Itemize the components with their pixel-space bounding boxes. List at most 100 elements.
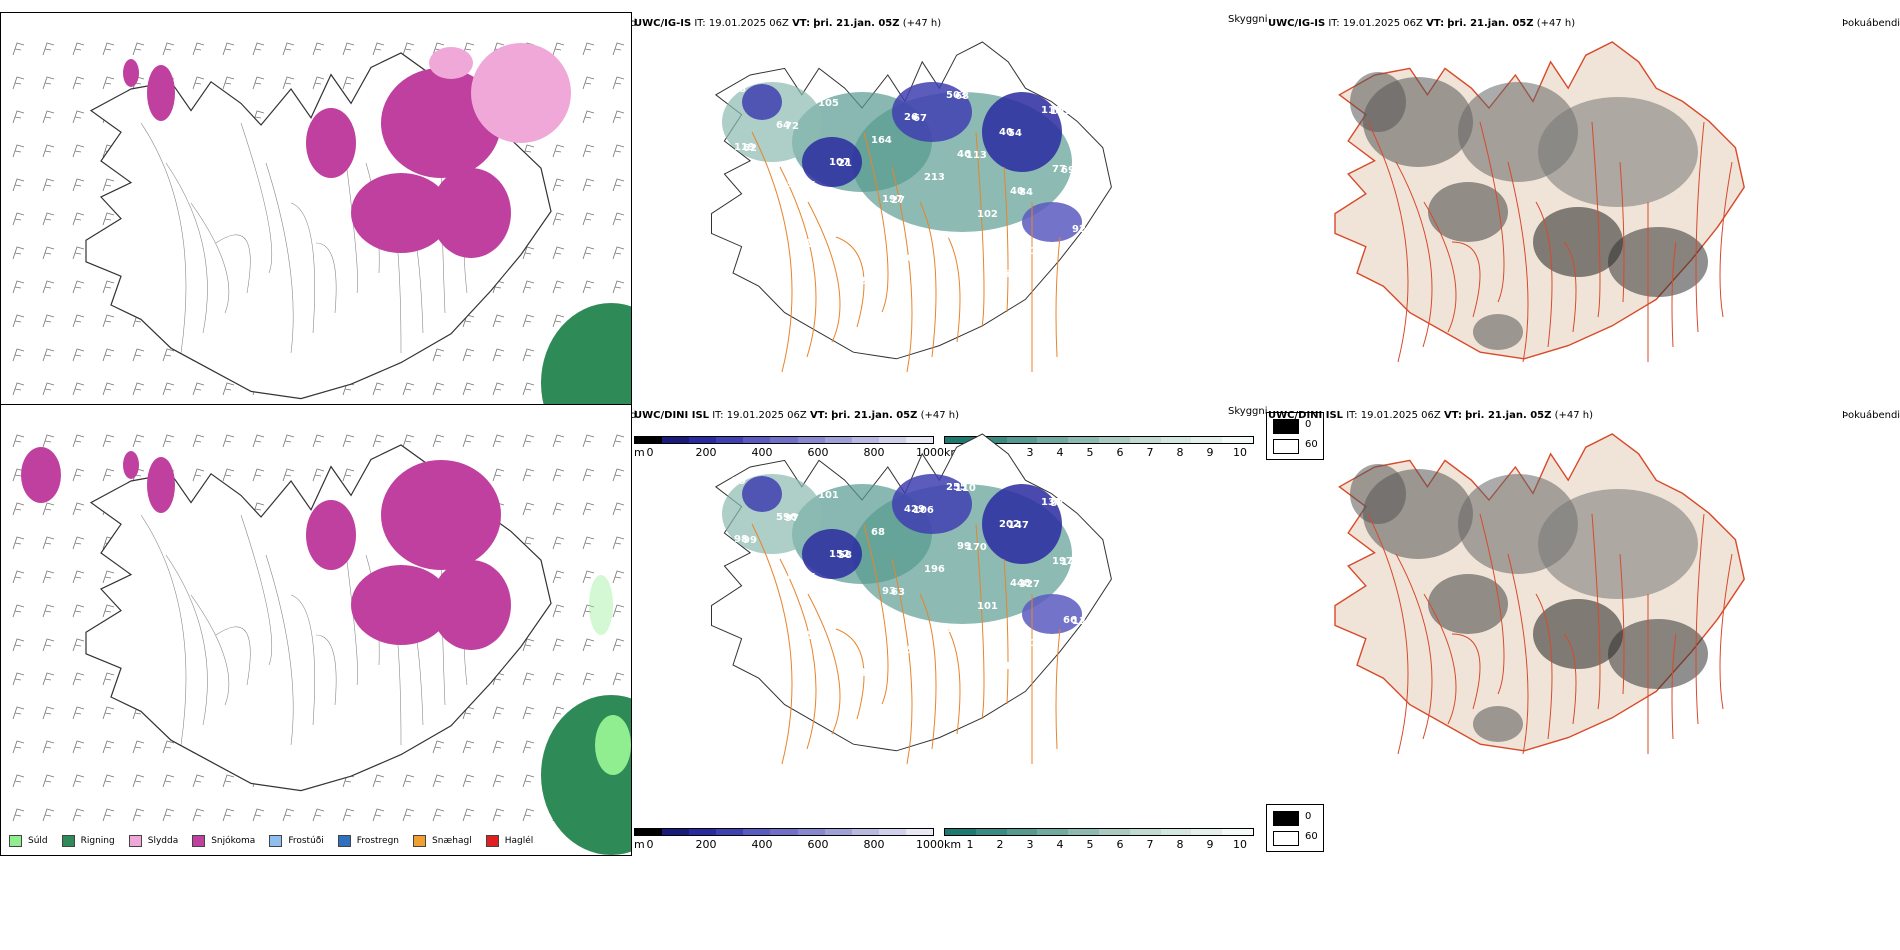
visibility-colorbar xyxy=(944,436,1254,444)
wind-barb-icon xyxy=(42,76,55,90)
ceiling-unit: m xyxy=(634,446,645,459)
wind-barb-icon xyxy=(582,42,595,56)
road-line xyxy=(891,558,913,765)
wind-barb-icon xyxy=(552,434,565,448)
road-line xyxy=(1719,553,1733,710)
ceiling-value-label: 68 xyxy=(871,527,885,538)
road-line xyxy=(215,234,251,294)
wind-barb-icon xyxy=(132,774,145,788)
road-line xyxy=(290,594,315,726)
legend-swatch xyxy=(337,835,351,847)
road-line xyxy=(265,162,294,354)
wind-barb-icon xyxy=(612,42,625,56)
wind-barb-icon xyxy=(102,178,115,192)
wind-barb-icon xyxy=(312,434,325,448)
wind-barb-icon xyxy=(42,144,55,158)
road-line xyxy=(265,554,294,746)
wind-barb-icon xyxy=(12,76,25,90)
ceiling-value-label: 21 xyxy=(745,201,759,212)
wind-barb-icon xyxy=(12,604,25,618)
it-value: 19.01.2025 06Z xyxy=(1342,18,1423,29)
wind-barb-icon xyxy=(552,672,565,686)
wind-barb-icon xyxy=(522,706,535,720)
wind-barb-icon xyxy=(552,212,565,226)
wind-barb-icon xyxy=(582,212,595,226)
road-line xyxy=(190,202,230,314)
wind-barb-icon xyxy=(72,42,85,56)
fog-legend: 0 60 xyxy=(1266,412,1324,460)
wind-barb-icon xyxy=(192,76,205,90)
ceiling-value-label: 54 xyxy=(1008,128,1022,139)
ceiling-tick-label: 0 xyxy=(646,446,654,459)
ceiling-value-label: 67 xyxy=(913,113,927,124)
wind-barb-icon xyxy=(42,740,55,754)
wind-barb-icon xyxy=(282,468,295,482)
wind-barb-icon xyxy=(42,382,55,396)
wind-barb-icon xyxy=(432,434,445,448)
snow-area xyxy=(123,59,139,87)
precip-type-panel: UWC/DINI ISL IT: 19.01.2025 06Z VT: þri.… xyxy=(0,404,637,856)
ceiling-value-label: 149 xyxy=(1061,557,1082,568)
it-label: IT: xyxy=(1328,18,1340,29)
wind-barb-icon xyxy=(12,434,25,448)
snow-area xyxy=(306,500,356,570)
wind-barb-icon xyxy=(72,246,85,260)
wind-barb-icon xyxy=(612,536,625,550)
low-ceiling-area xyxy=(802,529,862,579)
ceiling-value-label: 113 xyxy=(966,150,987,161)
ceiling-value-label: 40 xyxy=(1010,186,1024,197)
fog-area xyxy=(1538,97,1698,207)
wind-barb-icon xyxy=(522,774,535,788)
snow-area xyxy=(381,68,501,178)
ceiling-value-label: 120 xyxy=(893,253,914,264)
fog-legend-swatch-light xyxy=(1273,831,1299,846)
road-line xyxy=(919,593,937,750)
visibility-tick-label: 5 xyxy=(1086,446,1094,459)
wind-barb-icon xyxy=(12,774,25,788)
ceiling-value-label: 596 xyxy=(776,512,797,523)
road-line xyxy=(779,166,817,358)
ceiling-value-label: 19 xyxy=(851,275,865,286)
ceiling-value-label: 77 xyxy=(1052,164,1066,175)
ceiling-value-label: 62 xyxy=(743,143,757,154)
wind-barb-icon xyxy=(582,144,595,158)
wind-barb-icon xyxy=(102,468,115,482)
drizzle-area xyxy=(595,715,631,775)
road-line xyxy=(835,628,865,720)
road-line xyxy=(1619,553,1625,695)
low-ceiling-area xyxy=(892,474,972,534)
wind-barb-icon xyxy=(522,672,535,686)
road-line xyxy=(1003,166,1009,313)
ceiling-value-label: 70 xyxy=(807,239,821,250)
sleet-area xyxy=(471,43,571,143)
wind-barb-icon xyxy=(492,434,505,448)
vt-value: þri. 21.jan. 05Z xyxy=(1447,18,1534,29)
ceiling-value-label: 137 xyxy=(1041,497,1062,508)
wind-barb-icon xyxy=(162,348,175,362)
road-line xyxy=(1591,121,1601,318)
road-line xyxy=(975,523,985,720)
road-line xyxy=(1563,633,1577,725)
ceiling-value-label: 131 xyxy=(1072,616,1093,627)
wind-barb-icon xyxy=(552,468,565,482)
precip-type-legend: Súld Rigning Slydda Snjókoma Frostúði Frostre… xyxy=(9,835,547,847)
legend-swatch xyxy=(9,835,22,847)
ceiling-value-label: 101 xyxy=(1050,106,1071,117)
wind-barb-icon xyxy=(582,672,595,686)
wind-barb-icon xyxy=(72,76,85,90)
wind-barb-icon xyxy=(222,434,235,448)
wind-barb-icon xyxy=(42,536,55,550)
ceiling-value-label: 119 xyxy=(734,142,755,153)
legend-label: Haglél xyxy=(504,836,534,846)
wind-barb-icon xyxy=(612,604,625,618)
wind-barb-icon xyxy=(102,570,115,584)
wind-barb-icon xyxy=(462,348,475,362)
legend-label: Frostregn xyxy=(356,836,400,846)
ceiling-value-label: 107 xyxy=(829,157,850,168)
ceiling-value-label: 40 xyxy=(999,127,1013,138)
wind-barb-icon xyxy=(72,434,85,448)
it-value: 19.01.2025 06Z xyxy=(708,18,789,29)
ceiling-value-label: 89 xyxy=(745,593,759,604)
wind-barb-icon xyxy=(72,638,85,652)
legend-item: Snæhagl xyxy=(413,835,472,847)
